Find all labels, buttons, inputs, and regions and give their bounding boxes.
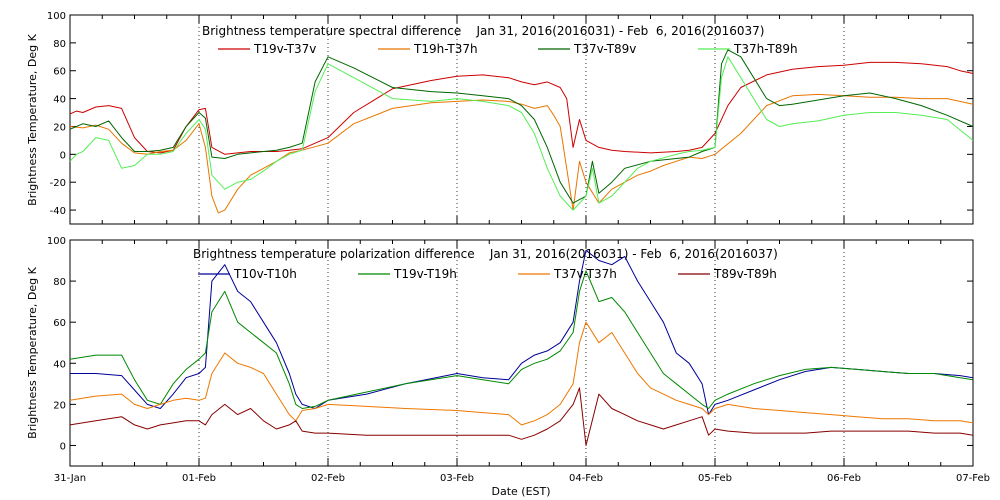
series-line-t19h-t37h <box>69 93 974 214</box>
x-tick-label: 03-Feb <box>440 473 474 484</box>
y-tick-label: 60 <box>53 318 66 329</box>
y-tick-label: 20 <box>53 400 66 411</box>
x-tick-label: 07-Feb <box>956 473 990 484</box>
y-tick-label: 100 <box>47 11 66 22</box>
polarization-legend: T10v-T10h T19v-T19h T37v-T37h T89v-T89h <box>198 267 777 281</box>
legend-label: T89v-T89h <box>713 267 777 281</box>
polarization-y-ticks: 0 20 40 60 80 100 <box>47 236 973 452</box>
legend-label: T37h-T89h <box>733 42 798 56</box>
legend-label: T19v-T37v <box>253 42 316 56</box>
series-line-t89v-t89h <box>69 387 974 446</box>
spectral-y-ticks: -40 -20 0 20 40 60 80 100 <box>47 11 973 217</box>
y-tick-label: 20 <box>53 122 66 133</box>
legend-label: T19h-T37h <box>413 42 478 56</box>
spectral-x-ticks <box>69 15 974 224</box>
legend-label: T37v-T37h <box>553 267 617 281</box>
y-tick-label: 0 <box>60 150 66 161</box>
x-tick-label: 04-Feb <box>569 473 603 484</box>
polarization-grid <box>198 240 845 466</box>
x-tick-label: 06-Feb <box>827 473 861 484</box>
series-line-t19v-t19h <box>69 270 974 409</box>
y-tick-label: 80 <box>53 277 66 288</box>
y-tick-label: 40 <box>53 95 66 106</box>
y-tick-label: 80 <box>53 39 66 50</box>
y-tick-label: 100 <box>47 236 66 247</box>
polarization-series-lines <box>69 249 974 446</box>
x-tick-label: 31-Jan <box>54 473 86 484</box>
y-tick-label: 60 <box>53 67 66 78</box>
polarization-difference-panel: 0 20 40 60 80 100 31-Jan 01-Feb 02-Feb 03-Feb 04-… <box>26 236 990 498</box>
polarization-chart-title: Brightness temperature polarization diff… <box>193 247 778 261</box>
spectral-series-lines <box>69 49 974 214</box>
x-tick-label: 01-Feb <box>182 473 216 484</box>
spectral-difference-panel: -40 -20 0 20 40 60 80 100 Brightness temperatur… <box>26 11 974 225</box>
polarization-x-ticks: 31-Jan 01-Feb 02-Feb 03-Feb 04-Feb 05-Feb 06-F… <box>54 240 990 484</box>
y-tick-label: 40 <box>53 359 66 370</box>
legend-label: T10v-T10h <box>233 267 297 281</box>
x-tick-label: 02-Feb <box>311 473 345 484</box>
polarization-y-axis-label: Brightness Temperature, Deg K <box>26 266 39 438</box>
series-line-t37v-t89v <box>69 49 974 204</box>
y-tick-label: -40 <box>50 206 66 217</box>
x-tick-label: 05-Feb <box>698 473 732 484</box>
x-axis-label: Date (EST) <box>491 485 550 498</box>
series-line-t37h-t89h <box>69 56 974 211</box>
y-tick-label: 0 <box>60 441 66 452</box>
y-tick-label: -20 <box>50 178 66 189</box>
spectral-legend: T19v-T37v T19h-T37h T37v-T89v T37h-T89h <box>218 42 798 56</box>
spectral-y-axis-label: Brightness Temperature, Deg K <box>26 33 39 205</box>
legend-label: T19v-T19h <box>393 267 457 281</box>
series-line-t10v-t10h <box>70 249 974 416</box>
series-line-t37v-t37h <box>69 321 974 426</box>
legend-label: T37v-T89v <box>573 42 636 56</box>
spectral-chart-title: Brightness temperature spectral differen… <box>202 24 764 38</box>
series-line-t19v-t37v <box>69 61 974 155</box>
